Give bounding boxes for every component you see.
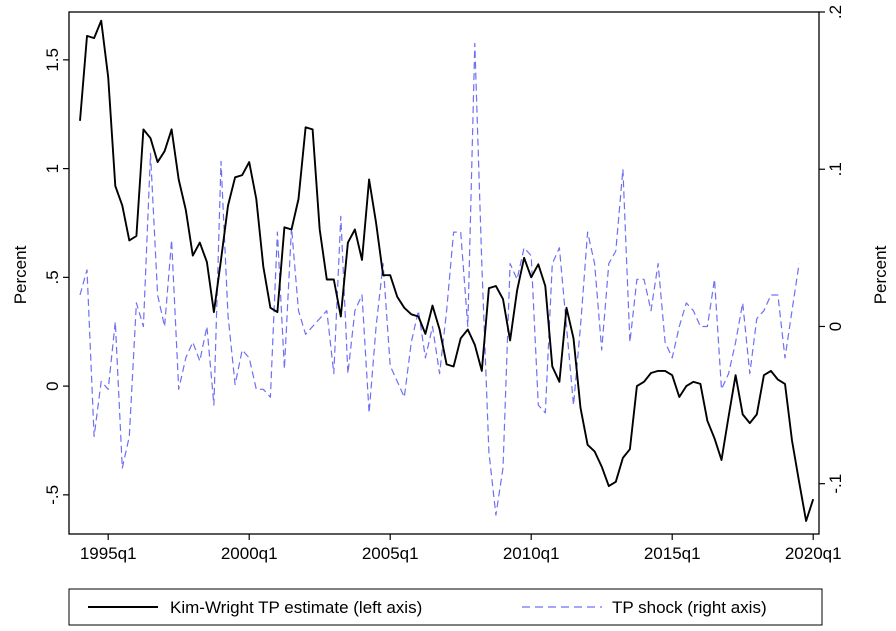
y-left-axis-title: Percent bbox=[11, 245, 30, 304]
y-left-tick-label: 1 bbox=[43, 164, 62, 173]
series-layer bbox=[79, 19, 815, 522]
y-left-tick-label: .5 bbox=[43, 270, 62, 284]
y-left-tick-label: 1.5 bbox=[43, 48, 62, 72]
plot-frame bbox=[68, 11, 820, 535]
x-tick-label: 1995q1 bbox=[80, 544, 137, 563]
y-right-tick-label: 0 bbox=[826, 322, 845, 331]
right-y-axis: -.1 0 .1 .2 bbox=[819, 5, 845, 494]
series-line-kim-wright-tp bbox=[79, 19, 815, 522]
y-left-tick-label: 0 bbox=[43, 381, 62, 390]
legend-label-kim-wright: Kim-Wright TP estimate (left axis) bbox=[170, 598, 422, 617]
legend-box bbox=[68, 588, 823, 626]
y-right-axis-title: Percent bbox=[871, 245, 890, 304]
x-tick-label: 2010q1 bbox=[503, 544, 560, 563]
x-tick-label: 2020q1 bbox=[785, 544, 842, 563]
y-right-tick-label: .2 bbox=[826, 5, 845, 19]
left-y-axis: -.5 0 .5 1 1.5 bbox=[43, 48, 69, 505]
y-right-tick-label: -.1 bbox=[826, 474, 845, 494]
x-tick-label: 2005q1 bbox=[362, 544, 419, 563]
x-tick-label: 2000q1 bbox=[221, 544, 278, 563]
legend: Kim-Wright TP estimate (left axis) TP sh… bbox=[68, 588, 823, 626]
x-axis: 1995q1 2000q1 2005q1 2010q1 2015q1 2020q1 bbox=[80, 534, 842, 563]
series-line-tp-shock bbox=[79, 42, 800, 516]
y-left-tick-label: -.5 bbox=[43, 485, 62, 505]
x-tick-label: 2015q1 bbox=[644, 544, 701, 563]
legend-label-tp-shock: TP shock (right axis) bbox=[612, 598, 767, 617]
y-right-tick-label: .1 bbox=[826, 162, 845, 176]
